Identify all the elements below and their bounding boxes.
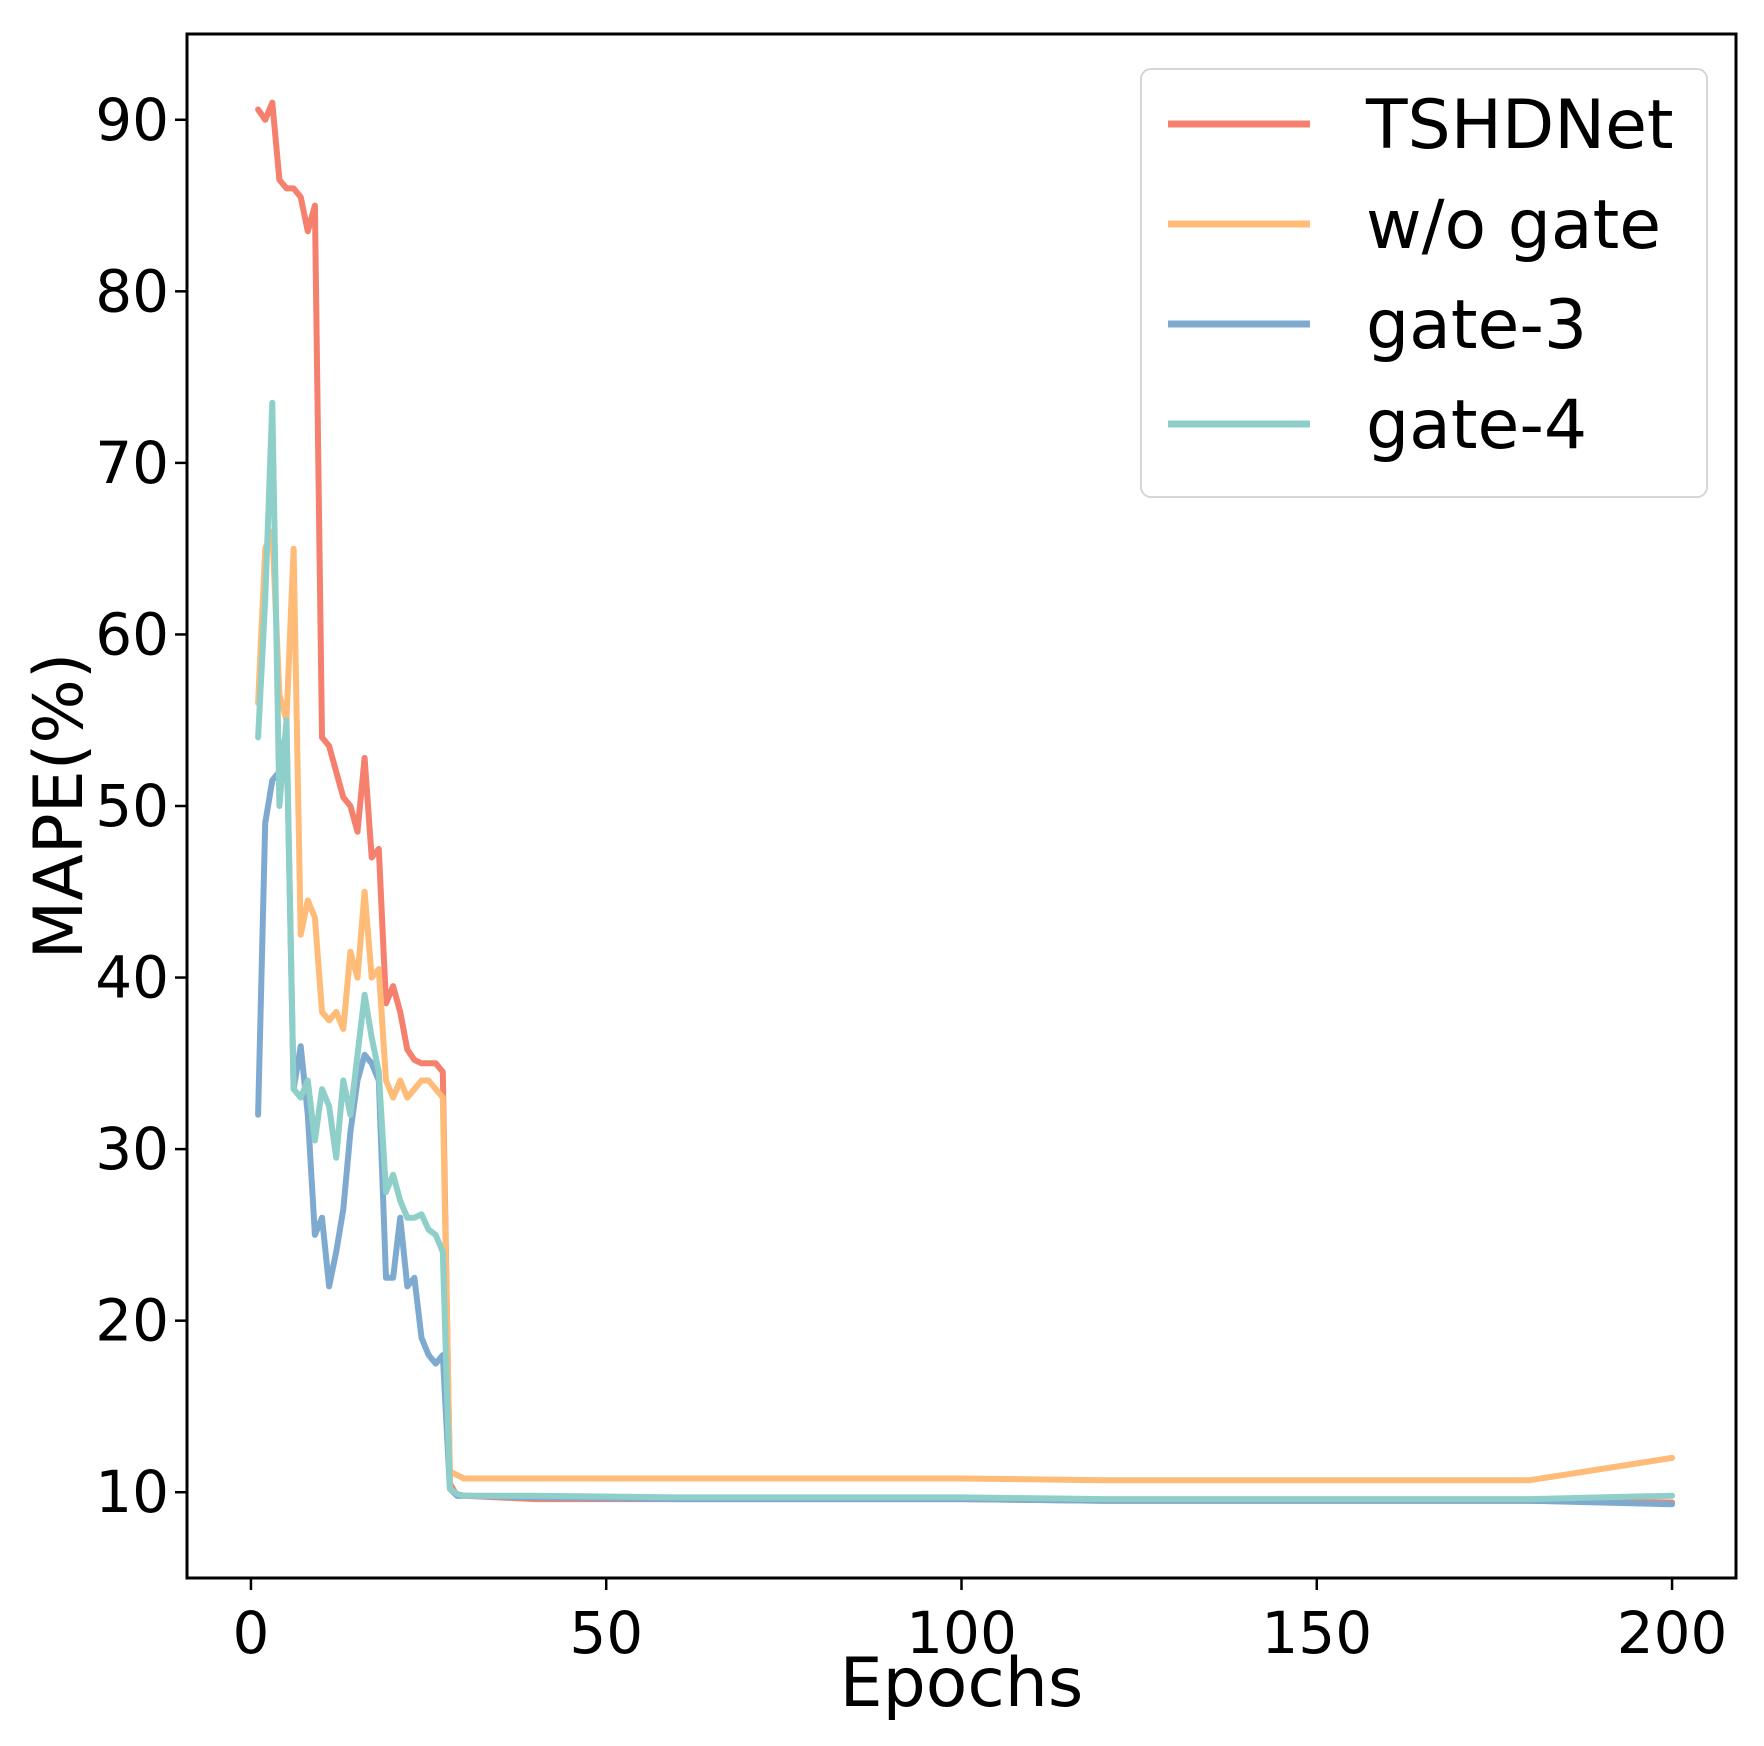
y-tick-label: 60 bbox=[95, 600, 169, 668]
y-axis-label: MAPE(%) bbox=[20, 653, 99, 960]
series-line-4 bbox=[255, 399, 1676, 1503]
y-tick-label: 90 bbox=[95, 86, 169, 154]
y-tick-label: 80 bbox=[95, 257, 169, 325]
x-tick-label: 0 bbox=[232, 1599, 269, 1667]
y-tick-label: 30 bbox=[95, 1115, 169, 1183]
y-tick-label: 10 bbox=[95, 1458, 169, 1526]
legend-label-3: gate-3 bbox=[1366, 286, 1587, 365]
series-line-2 bbox=[255, 528, 1676, 1484]
legend-label-2: w/o gate bbox=[1366, 186, 1661, 265]
y-tick-label: 20 bbox=[95, 1287, 169, 1355]
x-tick-label: 50 bbox=[569, 1599, 643, 1667]
x-tick-label: 100 bbox=[906, 1599, 1017, 1667]
x-tick-label: 150 bbox=[1261, 1599, 1372, 1667]
series-layer bbox=[255, 99, 1676, 1508]
y-tick-label: 70 bbox=[95, 429, 169, 497]
legend: TSHDNet w/o gate gate-3 gate-4 bbox=[1140, 68, 1708, 498]
y-tick-label: 50 bbox=[95, 772, 169, 840]
legend-label-4: gate-4 bbox=[1366, 386, 1587, 465]
x-axis-label: Epochs bbox=[840, 1644, 1084, 1723]
legend-box bbox=[1140, 68, 1708, 498]
y-tick-label: 40 bbox=[95, 944, 169, 1012]
legend-label-1: TSHDNet bbox=[1365, 86, 1674, 165]
x-tick-label: 200 bbox=[1617, 1599, 1728, 1667]
ticks-layer: 0 50 100 150 200 10 20 30 40 50 60 70 80 90 bbox=[95, 86, 1727, 1667]
